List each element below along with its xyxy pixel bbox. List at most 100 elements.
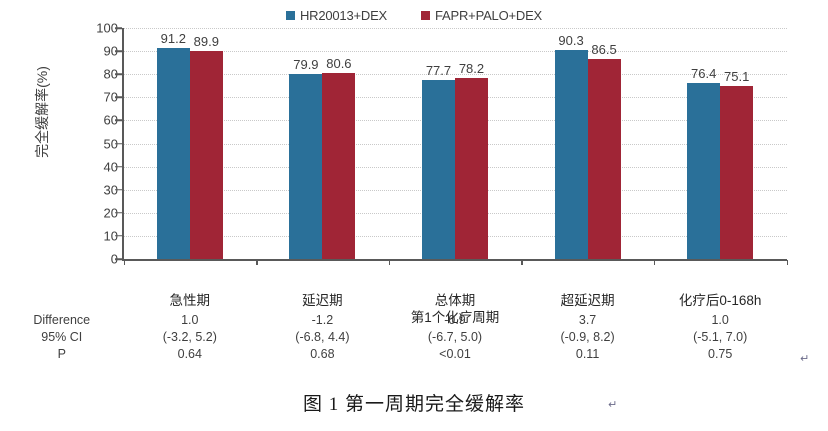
y-axis-tick-labels: 1009080706050403020100 <box>86 20 118 267</box>
bars: 76.4 75.1 <box>654 28 787 259</box>
y-tick-label: 50 <box>103 136 118 151</box>
legend-label-series-2: FAPR+PALO+DEX <box>435 7 543 23</box>
bar-series-1[interactable]: 77.7 <box>421 63 455 259</box>
y-tick-mark <box>115 235 122 237</box>
bar-value-label: 75.1 <box>724 68 750 84</box>
stats-values-difference: 1.0 -1.2 -0.9 3.7 1.0 <box>124 313 787 327</box>
legend-swatch-series-1 <box>285 10 295 20</box>
legend-swatch-series-2 <box>421 10 431 20</box>
x-tick-mark <box>653 260 656 265</box>
y-axis-line <box>122 28 124 260</box>
chart-legend: HR20013+DEX FAPR+PALO+DEX <box>0 6 828 24</box>
y-tick-label: 10 <box>103 228 118 244</box>
stats-cell-ci: (-3.2, 5.2) <box>162 329 217 344</box>
stats-cell-ci: (-6.8, 4.4) <box>295 329 350 344</box>
bars: 79.9 80.6 <box>256 28 389 259</box>
x-tick-mark <box>123 260 125 265</box>
bar-value-label: 90.3 <box>558 33 584 49</box>
paragraph-return-icon-stats: ↵ <box>800 353 810 365</box>
x-category-sublabel: 第1个化疗周期 <box>410 310 500 325</box>
bar-series-2[interactable]: 86.5 <box>587 42 621 259</box>
legend-label-series-1: HR20013+DEX <box>299 7 388 23</box>
bar-series-2[interactable]: 75.1 <box>720 69 754 259</box>
bar-value-label: 80.6 <box>326 55 352 71</box>
stats-cell-difference: 1.0 <box>711 312 729 327</box>
x-tick-mark <box>521 260 523 265</box>
y-axis-title: 完全缓解率(%) <box>34 66 50 158</box>
stats-cell-ci: (-0.9, 8.2) <box>560 329 615 344</box>
plot-wrapper: 完全缓解率(%) 1009080706050403020100 91.289.9… <box>0 20 828 325</box>
y-tick-label: 60 <box>103 112 118 128</box>
legend-item-series-2[interactable]: FAPR+PALO+DEX <box>421 8 542 23</box>
stats-cell-difference: -1.2 <box>311 312 334 327</box>
x-axis-category-labels: 急性期 延迟期 总体期 第1个化疗周期 超延迟期 化疗后0-168h <box>124 292 787 326</box>
stats-cell-difference: 3.7 <box>578 312 597 327</box>
gridline <box>123 28 787 29</box>
x-tick-mark <box>256 260 258 265</box>
paragraph-return-icon-caption: ↵ <box>608 399 618 411</box>
y-tick-label: 90 <box>103 43 118 59</box>
bar-groups: 91.2 89.9 79.9 80.6 77.7 78.2 90.3 86.5 76.4 75.1 <box>124 28 787 259</box>
figure-caption: 图 1 第一周期完全缓解率 <box>302 394 525 415</box>
stats-values-ci: (-3.2, 5.2) (-6.8, 4.4) (-6.7, 5.0) (-0.9, … <box>124 330 787 344</box>
bar-series-2[interactable]: 80.6 <box>322 56 356 259</box>
y-tick-label: 30 <box>103 182 118 198</box>
y-tick-mark <box>115 165 122 168</box>
stats-values-p: 0.64 0.68 <0.01 0.11 0.75 <box>124 347 787 361</box>
y-tick-mark <box>115 119 122 122</box>
bar-series-1[interactable]: 76.4 <box>687 66 721 259</box>
stats-cell-p: 0.68 <box>310 346 335 361</box>
stats-label-difference: Difference <box>33 312 91 327</box>
y-tick-mark <box>115 258 122 260</box>
stats-label-p: P <box>57 346 66 361</box>
gridline <box>123 74 787 76</box>
bar-series-1[interactable]: 90.3 <box>554 33 588 259</box>
bar-series-2[interactable]: 78.2 <box>454 61 488 259</box>
bar-series-1[interactable]: 79.9 <box>289 57 323 259</box>
bars: 91.2 89.9 <box>124 28 257 259</box>
bar-value-label: 78.2 <box>458 61 485 77</box>
stats-cell-ci: (-5.1, 7.0) <box>693 329 748 344</box>
y-tick-label: 40 <box>103 159 118 175</box>
x-category-label: 总体期 第1个化疗周期 <box>389 292 522 326</box>
bar-value-label: 79.9 <box>293 57 319 73</box>
bar-value-label: 77.7 <box>425 62 452 78</box>
y-tick-mark <box>115 212 122 214</box>
stats-cell-difference: -0.9 <box>444 312 466 327</box>
bar-series-2[interactable]: 89.9 <box>189 34 223 259</box>
stats-cell-p: 0.64 <box>177 346 202 361</box>
bar-group: 91.2 89.9 <box>124 28 257 259</box>
x-category-label: 急性期 <box>169 293 211 308</box>
stats-row-p: P 0.64 0.68 <0.01 0.11 0.75 <box>0 345 828 362</box>
x-tick-mark <box>388 260 391 265</box>
gridline <box>123 51 787 53</box>
bar-group: 90.3 86.5 <box>521 28 654 259</box>
bar-group: 76.4 75.1 <box>654 28 787 259</box>
bar-value-label: 89.9 <box>193 34 219 50</box>
y-tick-label: 70 <box>103 89 118 105</box>
stats-row-difference: Difference 1.0 -1.2 -0.9 3.7 1.0 <box>0 311 828 328</box>
y-tick-mark <box>115 96 122 99</box>
bar-value-label: 86.5 <box>591 42 617 58</box>
y-tick-label: 80 <box>103 66 118 82</box>
bar-series-1[interactable]: 91.2 <box>156 31 190 259</box>
stats-cell-p: <0.01 <box>439 346 471 361</box>
y-tick-mark <box>115 27 122 29</box>
stats-table: Difference 1.0 -1.2 -0.9 3.7 1.0 95% CI (-3.… <box>0 311 828 362</box>
y-tick-mark <box>115 188 122 191</box>
bars: 90.3 86.5 <box>521 28 654 259</box>
legend-item-series-1[interactable]: HR20013+DEX <box>285 7 388 23</box>
bars: 77.7 78.2 <box>389 28 522 259</box>
y-tick-label: 20 <box>103 205 118 221</box>
x-category-label: 延迟期 <box>302 293 343 308</box>
bar-group: 77.7 78.2 <box>389 28 522 259</box>
bar-value-label: 91.2 <box>160 31 186 47</box>
x-category-label: 超延迟期 <box>560 293 615 308</box>
bar-group: 79.9 80.6 <box>256 28 389 259</box>
y-tick-label: 0 <box>86 252 118 267</box>
stats-label-ci: 95% CI <box>41 329 83 344</box>
y-tick-label: 100 <box>96 20 118 36</box>
y-tick-mark <box>115 50 122 52</box>
stats-row-ci: 95% CI (-3.2, 5.2) (-6.8, 4.4) (-6.7, 5.0)… <box>0 328 828 345</box>
